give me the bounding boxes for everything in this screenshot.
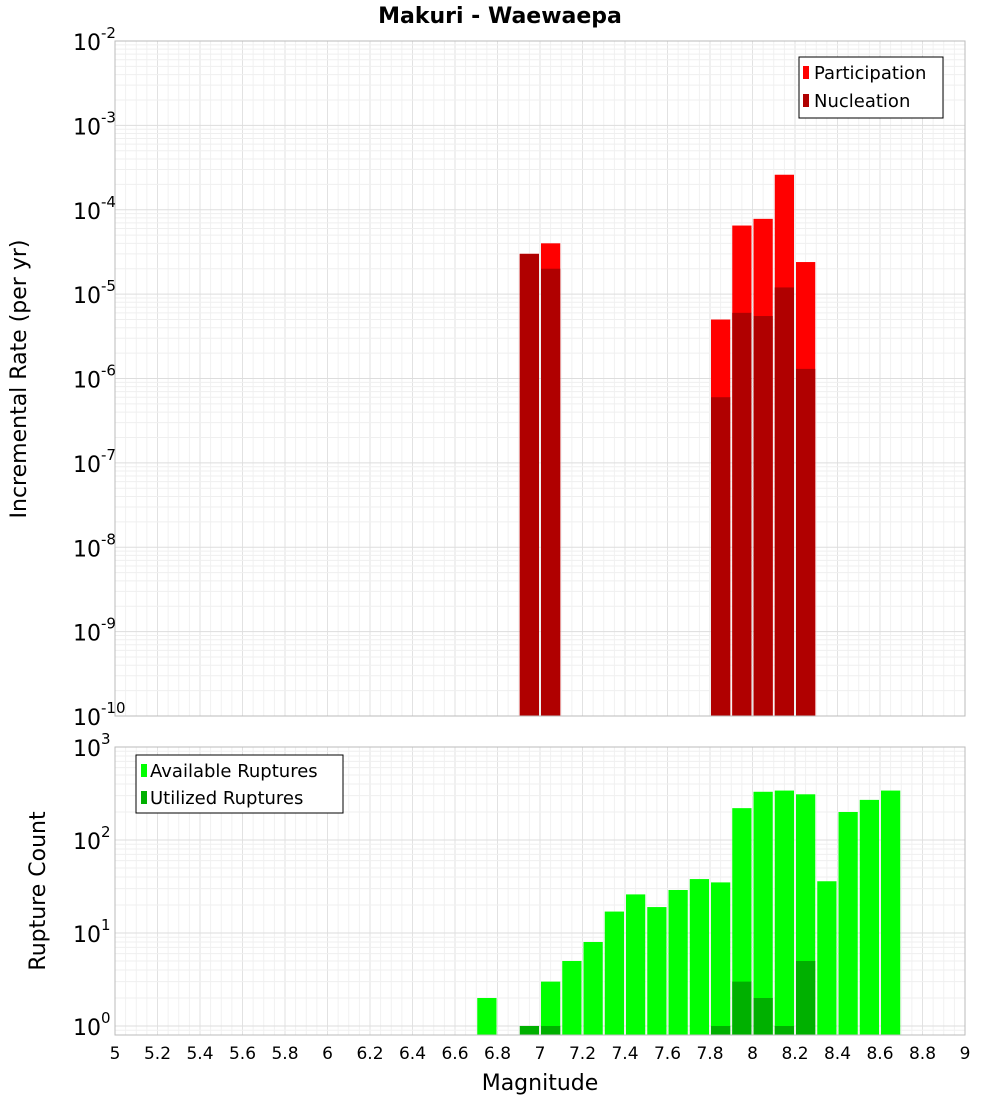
top-nucleation-bar [753, 316, 773, 716]
bottom-available-ruptures-bar [626, 894, 646, 1035]
y-tick-label: 10-6 [73, 362, 116, 394]
bottom-legend: Available Ruptures Utilized Ruptures [135, 754, 344, 814]
x-tick-label: 5 [110, 1044, 121, 1064]
x-tick-labels: 5 5.2 5.4 5.6 5.8 6 6.2 6.4 6.6 6.8 7 7.2 7.4 7.6 7.8 8… [110, 1044, 971, 1064]
x-tick-label: 6.6 [441, 1044, 468, 1064]
x-tick-label: 8.4 [824, 1044, 851, 1064]
y-tick-label: 102 [73, 823, 111, 855]
x-tick-label: 5.2 [144, 1044, 171, 1064]
bottom-available-ruptures-bar [817, 881, 837, 1035]
bottom-available-ruptures-bar [881, 790, 901, 1035]
legend-swatch-nucleation [803, 94, 809, 107]
bottom-utilized-ruptures-bar [753, 997, 773, 1035]
x-tick-label: 7.2 [569, 1044, 596, 1064]
bottom-plot-bars [477, 790, 901, 1035]
y-tick-label: 10-4 [73, 193, 116, 225]
bottom-utilized-ruptures-bar [519, 1025, 539, 1035]
top-nucleation-bar [711, 397, 731, 716]
top-nucleation-bar [732, 312, 752, 716]
legend-label-utilized-ruptures: Utilized Ruptures [150, 788, 303, 809]
x-tick-label: 5.6 [229, 1044, 256, 1064]
y-tick-label: 103 [73, 730, 111, 762]
bottom-available-ruptures-bar [604, 911, 624, 1035]
bottom-plot-frame [114, 746, 966, 1036]
bottom-plot-grid [115, 747, 965, 1036]
bottom-utilized-ruptures-bar [732, 981, 752, 1035]
bottom-available-ruptures-bar [838, 812, 858, 1035]
top-nucleation-bar [796, 368, 816, 716]
bottom-available-ruptures-bar [562, 960, 582, 1035]
x-tick-label: 6.2 [356, 1044, 383, 1064]
top-plot-bars [519, 174, 816, 717]
legend-swatch-available-ruptures [141, 764, 147, 777]
y-tick-label: 100 [73, 1009, 111, 1041]
x-tick-label: 7.4 [611, 1044, 638, 1064]
top-nucleation-bar [519, 253, 539, 716]
x-tick-label: 7.6 [654, 1044, 681, 1064]
top-plot-frame [114, 40, 966, 717]
legend-swatch-participation [803, 66, 809, 79]
y-tick-label: 10-5 [73, 277, 116, 309]
legend-label-available-ruptures: Available Ruptures [150, 761, 318, 782]
x-tick-label: 7 [535, 1044, 546, 1064]
bottom-available-ruptures-bar [668, 889, 688, 1035]
bottom-available-ruptures-bar [753, 791, 773, 1035]
bottom-available-ruptures-bar [689, 879, 709, 1035]
bottom-y-axis-label: Rupture Count [26, 811, 51, 971]
x-tick-label: 8.8 [909, 1044, 936, 1064]
y-tick-label: 10-8 [73, 530, 116, 562]
bottom-available-ruptures-bar [774, 790, 794, 1035]
bottom-utilized-ruptures-bar [774, 1025, 794, 1035]
bottom-available-ruptures-bar [859, 799, 879, 1035]
legend-swatch-utilized-ruptures [141, 791, 147, 804]
x-tick-label: 8.6 [866, 1044, 893, 1064]
x-tick-label: 8 [747, 1044, 758, 1064]
top-y-axis-label: Incremental Rate (per yr) [7, 240, 32, 519]
x-tick-label: 8.2 [781, 1044, 808, 1064]
x-tick-label: 9 [960, 1044, 971, 1064]
x-axis-label: Magnitude [482, 1071, 599, 1096]
top-nucleation-bar [541, 268, 561, 716]
bottom-available-ruptures-bar [477, 997, 497, 1035]
top-nucleation-bar [774, 287, 794, 716]
bottom-available-ruptures-bar [541, 981, 561, 1035]
legend-label-participation: Participation [814, 63, 926, 84]
x-tick-label: 5.8 [271, 1044, 298, 1064]
y-tick-label: 101 [73, 916, 111, 948]
bottom-utilized-ruptures-bar [796, 960, 816, 1035]
x-tick-label: 5.4 [186, 1044, 213, 1064]
bottom-y-tick-labels: 103 102 101 100 [73, 730, 111, 1041]
y-tick-label: 10-9 [73, 615, 116, 647]
y-tick-label: 10-7 [73, 446, 116, 478]
top-legend: Participation Nucleation [798, 56, 944, 119]
top-legend-box [798, 56, 944, 119]
x-tick-label: 6.4 [399, 1044, 426, 1064]
bottom-utilized-ruptures-bar [711, 1025, 731, 1035]
bottom-legend-box [135, 754, 344, 814]
top-y-tick-labels: 10-2 10-3 10-4 10-5 10-6 10-7 10-8 10-9 10-10 [73, 24, 126, 731]
y-tick-label: 10-3 [73, 108, 116, 140]
x-tick-label: 6.8 [484, 1044, 511, 1064]
legend-label-nucleation: Nucleation [814, 91, 910, 112]
x-tick-label: 6 [322, 1044, 333, 1064]
top-plot-grid [115, 41, 965, 717]
chart-title: Makuri - Waewaepa [378, 4, 622, 29]
x-tick-label: 7.8 [696, 1044, 723, 1064]
bottom-utilized-ruptures-bar [541, 1025, 561, 1035]
bottom-available-ruptures-bar [732, 808, 752, 1035]
bottom-available-ruptures-bar [647, 907, 667, 1035]
y-tick-label: 10-10 [73, 699, 126, 731]
y-tick-label: 10-2 [73, 24, 116, 56]
bottom-available-ruptures-bar [583, 942, 603, 1035]
bottom-available-ruptures-bar [711, 882, 731, 1035]
